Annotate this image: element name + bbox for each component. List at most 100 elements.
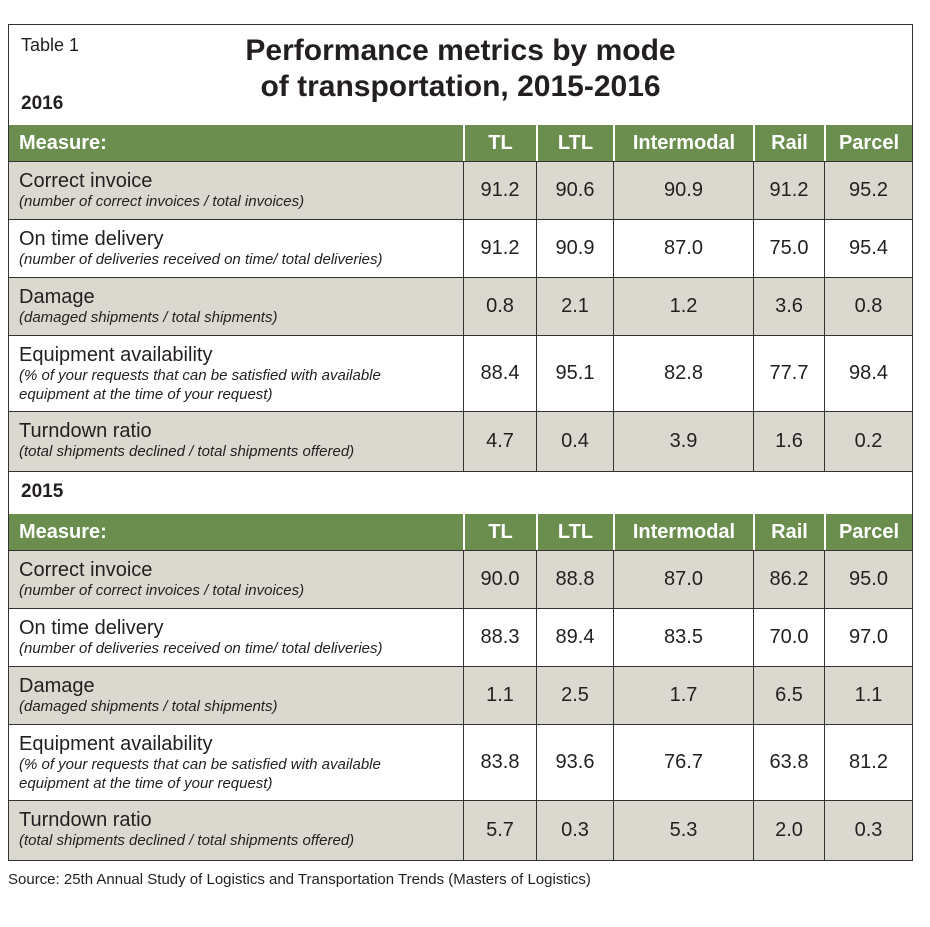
value-cell: 1.6 xyxy=(753,411,824,471)
measure-note: (total shipments declined / total shipme… xyxy=(19,443,355,460)
value-cell: 90.0 xyxy=(463,550,536,608)
measure-name: On time delivery xyxy=(19,228,164,250)
value-cell: 1.2 xyxy=(613,277,753,335)
value-cell: 83.8 xyxy=(463,724,536,800)
value-cell: 70.0 xyxy=(753,608,824,666)
measure-cell: On time delivery (number of deliveries re… xyxy=(9,219,463,277)
measure-name: Turndown ratio xyxy=(19,420,152,442)
measure-note: (% of your requests that can be satisfie… xyxy=(19,756,381,792)
table-frame: Table 1 Performance metrics by mode of t… xyxy=(8,24,913,861)
title-line: of transportation, 2015-2016 xyxy=(260,70,661,103)
header-cell: Intermodal xyxy=(613,514,753,550)
table-label: Table 1 xyxy=(21,35,80,55)
measure-note: (number of correct invoices / total invo… xyxy=(19,582,305,599)
value-cell: 77.7 xyxy=(753,335,824,411)
header-cell: Intermodal xyxy=(613,125,753,161)
value-cell: 0.3 xyxy=(824,800,912,860)
header-cell: Parcel xyxy=(824,514,912,550)
measure-cell: Correct invoice (number of correct invoic… xyxy=(9,161,463,219)
title-line: Performance metrics by mode xyxy=(245,34,676,67)
value-cell: 0.8 xyxy=(824,277,912,335)
value-cell: 95.4 xyxy=(824,219,912,277)
value-cell: 83.5 xyxy=(613,608,753,666)
value-cell: 82.8 xyxy=(613,335,753,411)
value-cell: 88.4 xyxy=(463,335,536,411)
value-cell: 97.0 xyxy=(824,608,912,666)
measure-cell: Damage (damaged shipments / total shipmen… xyxy=(9,666,463,724)
value-cell: 98.4 xyxy=(824,335,912,411)
measure-note: (damaged shipments / total shipments) xyxy=(19,698,278,715)
divider xyxy=(9,471,912,472)
value-cell: 91.2 xyxy=(463,161,536,219)
header-cell: Measure: xyxy=(9,514,463,550)
measure-cell: On time delivery (number of deliveries re… xyxy=(9,608,463,666)
value-cell: 88.3 xyxy=(463,608,536,666)
value-cell: 91.2 xyxy=(463,219,536,277)
value-cell: 90.9 xyxy=(613,161,753,219)
measure-name: Equipment availability xyxy=(19,344,213,366)
measure-name: Correct invoice xyxy=(19,170,153,192)
measure-name: Turndown ratio xyxy=(19,809,152,831)
header-cell: TL xyxy=(463,125,536,161)
value-cell: 93.6 xyxy=(536,724,613,800)
measure-cell: Turndown ratio (total shipments declined … xyxy=(9,411,463,471)
value-cell: 88.8 xyxy=(536,550,613,608)
measure-note: (% of your requests that can be satisfie… xyxy=(19,367,381,403)
measure-cell: Equipment availability (% of your request… xyxy=(9,335,463,411)
value-cell: 87.0 xyxy=(613,219,753,277)
value-cell: 91.2 xyxy=(753,161,824,219)
measure-name: Damage xyxy=(19,286,95,308)
measure-note: (number of deliveries received on time/ … xyxy=(19,640,383,657)
value-cell: 5.3 xyxy=(613,800,753,860)
value-cell: 0.8 xyxy=(463,277,536,335)
value-cell: 6.5 xyxy=(753,666,824,724)
value-cell: 3.9 xyxy=(613,411,753,471)
measure-note: (total shipments declined / total shipme… xyxy=(19,832,355,849)
source-note: Source: 25th Annual Study of Logistics a… xyxy=(8,871,591,888)
table-title: Performance metrics by mode of transport… xyxy=(9,33,912,105)
value-cell: 3.6 xyxy=(753,277,824,335)
value-cell: 76.7 xyxy=(613,724,753,800)
measure-cell: Correct invoice (number of correct invoic… xyxy=(9,550,463,608)
value-cell: 95.0 xyxy=(824,550,912,608)
value-cell: 90.6 xyxy=(536,161,613,219)
value-cell: 2.1 xyxy=(536,277,613,335)
value-cell: 5.7 xyxy=(463,800,536,860)
value-cell: 75.0 xyxy=(753,219,824,277)
measure-note: (damaged shipments / total shipments) xyxy=(19,309,278,326)
value-cell: 63.8 xyxy=(753,724,824,800)
header-cell: Rail xyxy=(753,125,824,161)
value-cell: 95.1 xyxy=(536,335,613,411)
value-cell: 0.2 xyxy=(824,411,912,471)
measure-cell: Equipment availability (% of your request… xyxy=(9,724,463,800)
header-cell: Measure: xyxy=(9,125,463,161)
value-cell: 81.2 xyxy=(824,724,912,800)
measure-name: Correct invoice xyxy=(19,559,153,581)
value-cell: 4.7 xyxy=(463,411,536,471)
header-cell: Rail xyxy=(753,514,824,550)
header-cell: Parcel xyxy=(824,125,912,161)
header-cell: LTL xyxy=(536,125,613,161)
section-year: 2015 xyxy=(21,481,64,502)
value-cell: 2.5 xyxy=(536,666,613,724)
value-cell: 1.1 xyxy=(824,666,912,724)
measure-note: (number of deliveries received on time/ … xyxy=(19,251,383,268)
value-cell: 0.3 xyxy=(536,800,613,860)
measure-note: (number of correct invoices / total invo… xyxy=(19,193,305,210)
value-cell: 95.2 xyxy=(824,161,912,219)
measure-cell: Damage (damaged shipments / total shipmen… xyxy=(9,277,463,335)
value-cell: 2.0 xyxy=(753,800,824,860)
value-cell: 1.1 xyxy=(463,666,536,724)
measure-name: Equipment availability xyxy=(19,733,213,755)
measure-name: Damage xyxy=(19,675,95,697)
value-cell: 86.2 xyxy=(753,550,824,608)
header-cell: LTL xyxy=(536,514,613,550)
value-cell: 89.4 xyxy=(536,608,613,666)
value-cell: 90.9 xyxy=(536,219,613,277)
section-year: 2016 xyxy=(21,93,64,114)
measure-cell: Turndown ratio (total shipments declined … xyxy=(9,800,463,860)
header-cell: TL xyxy=(463,514,536,550)
value-cell: 1.7 xyxy=(613,666,753,724)
value-cell: 87.0 xyxy=(613,550,753,608)
